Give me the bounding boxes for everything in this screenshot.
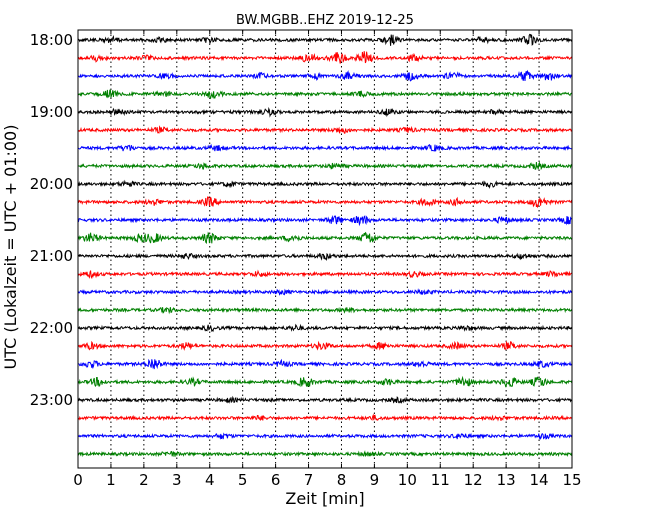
y-tick-label: 18:00 bbox=[30, 31, 73, 49]
trace-2315 bbox=[77, 413, 573, 422]
trace-2130 bbox=[77, 288, 573, 296]
trace-1800 bbox=[77, 33, 573, 46]
x-tick-label: 11 bbox=[431, 471, 450, 489]
x-tick-label: 2 bbox=[139, 471, 149, 489]
x-tick-label: 4 bbox=[205, 471, 215, 489]
x-tick-label: 6 bbox=[271, 471, 281, 489]
trace-2015 bbox=[78, 196, 573, 209]
x-tick-label: 14 bbox=[530, 471, 549, 489]
trace-2345 bbox=[77, 450, 573, 458]
trace-1915 bbox=[77, 125, 573, 134]
axis-ticks: 0 1 2 3 4 5 6 7 8 9 10 11 12 13 14 1518:0019:0020:0021:… bbox=[30, 30, 582, 489]
plot-frame bbox=[77, 29, 573, 469]
x-tick-label: 15 bbox=[562, 471, 581, 489]
x-tick-label: 13 bbox=[497, 471, 516, 489]
x-axis-label: Zeit [min] bbox=[285, 489, 364, 508]
x-tick-label: 10 bbox=[398, 471, 417, 489]
trace-2045 bbox=[77, 231, 573, 245]
y-axis-label: UTC (Lokalzeit = UTC + 01:00) bbox=[1, 125, 20, 370]
trace-2100 bbox=[77, 252, 573, 262]
x-tick-label: 8 bbox=[337, 471, 347, 489]
trace-2000 bbox=[77, 179, 573, 189]
trace-2115 bbox=[77, 269, 573, 280]
trace-2245 bbox=[77, 375, 573, 388]
grid-lines bbox=[110, 30, 540, 468]
trace-1900 bbox=[77, 106, 573, 118]
x-tick-label: 7 bbox=[304, 471, 314, 489]
seismogram-traces bbox=[77, 33, 573, 458]
x-tick-label: 0 bbox=[73, 471, 83, 489]
trace-1830 bbox=[77, 69, 573, 82]
x-tick-label: 3 bbox=[172, 471, 182, 489]
x-tick-label: 1 bbox=[106, 471, 116, 489]
y-tick-label: 21:00 bbox=[30, 247, 73, 265]
x-tick-label: 12 bbox=[464, 471, 483, 489]
x-tick-label: 5 bbox=[238, 471, 248, 489]
trace-1845 bbox=[77, 89, 573, 100]
chart-title: BW.MGBB..EHZ 2019-12-25 bbox=[236, 13, 414, 28]
trace-2300 bbox=[77, 395, 573, 404]
trace-2200 bbox=[77, 323, 573, 333]
y-tick-label: 22:00 bbox=[30, 319, 73, 337]
trace-1945 bbox=[77, 161, 573, 171]
trace-1930 bbox=[77, 143, 573, 152]
trace-2145 bbox=[77, 306, 573, 315]
y-tick-label: 20:00 bbox=[30, 175, 73, 193]
x-tick-label: 9 bbox=[370, 471, 380, 489]
trace-2230 bbox=[77, 358, 573, 370]
trace-2215 bbox=[77, 340, 573, 351]
trace-1815 bbox=[77, 51, 573, 64]
trace-2330 bbox=[77, 432, 573, 440]
y-tick-label: 19:00 bbox=[30, 103, 73, 121]
y-tick-label: 23:00 bbox=[30, 391, 73, 409]
trace-2030 bbox=[77, 214, 572, 227]
